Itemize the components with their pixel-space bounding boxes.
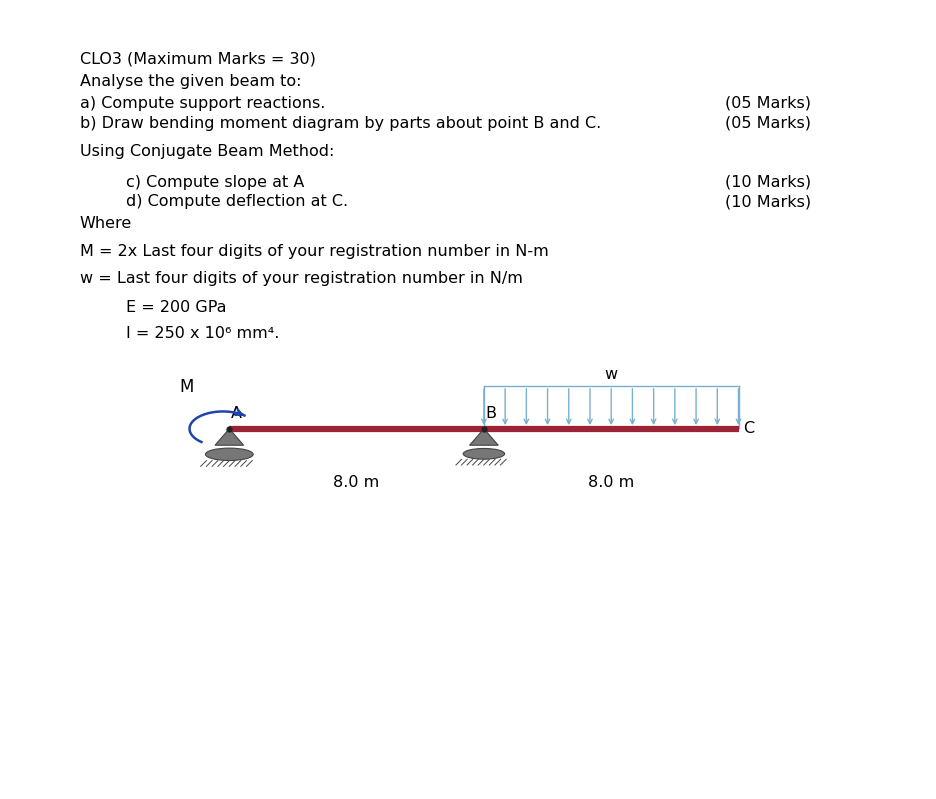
Text: (05 Marks): (05 Marks): [725, 116, 812, 131]
Text: (05 Marks): (05 Marks): [725, 96, 812, 111]
Ellipse shape: [206, 448, 253, 460]
Text: Using Conjugate Beam Method:: Using Conjugate Beam Method:: [80, 144, 334, 159]
Text: M = 2x Last four digits of your registration number in N-m: M = 2x Last four digits of your registra…: [80, 244, 548, 259]
Text: E = 200 GPa: E = 200 GPa: [126, 300, 227, 315]
Text: CLO3 (Maximum Marks = 30): CLO3 (Maximum Marks = 30): [80, 52, 315, 67]
Text: C: C: [743, 421, 754, 436]
Text: d) Compute deflection at C.: d) Compute deflection at C.: [126, 194, 348, 209]
Text: w = Last four digits of your registration number in N/m: w = Last four digits of your registratio…: [80, 271, 522, 286]
Text: (10 Marks): (10 Marks): [725, 175, 812, 190]
Text: Analyse the given beam to:: Analyse the given beam to:: [80, 74, 301, 89]
Polygon shape: [470, 429, 498, 445]
Text: A: A: [231, 407, 241, 421]
Text: 8.0 m: 8.0 m: [588, 475, 635, 490]
Ellipse shape: [463, 448, 505, 459]
Text: w: w: [605, 367, 618, 382]
Text: c) Compute slope at A: c) Compute slope at A: [126, 175, 305, 190]
Text: 8.0 m: 8.0 m: [333, 475, 380, 490]
Text: M: M: [179, 378, 194, 396]
Text: a) Compute support reactions.: a) Compute support reactions.: [80, 96, 325, 111]
Text: I = 250 x 10⁶ mm⁴.: I = 250 x 10⁶ mm⁴.: [126, 326, 280, 341]
Text: B: B: [486, 407, 496, 421]
Text: (10 Marks): (10 Marks): [725, 194, 812, 209]
Text: Where: Where: [80, 216, 132, 231]
Polygon shape: [215, 429, 243, 445]
Text: b) Draw bending moment diagram by parts about point B and C.: b) Draw bending moment diagram by parts …: [80, 116, 601, 131]
